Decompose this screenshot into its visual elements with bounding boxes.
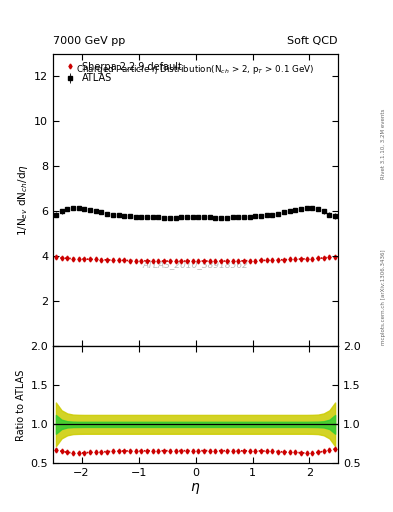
Sherpa 2.2.9 default (151, 258, 155, 264)
Sherpa 2.2.9 default (139, 258, 144, 264)
Sherpa 2.2.9 default (321, 255, 326, 261)
Sherpa 2.2.9 default (293, 256, 298, 262)
Sherpa 2.2.9 default (264, 258, 269, 264)
Y-axis label: Ratio to ATLAS: Ratio to ATLAS (16, 369, 26, 440)
Sherpa 2.2.9 default (94, 257, 98, 263)
Sherpa 2.2.9 default (310, 255, 315, 262)
Sherpa 2.2.9 default (122, 258, 127, 264)
Sherpa 2.2.9 default (59, 255, 64, 261)
Sherpa 2.2.9 default (167, 258, 172, 264)
Sherpa 2.2.9 default (281, 257, 286, 263)
Sherpa 2.2.9 default (276, 257, 281, 263)
Sherpa 2.2.9 default (133, 258, 138, 264)
Sherpa 2.2.9 default (173, 258, 178, 264)
Legend: Sherpa 2.2.9 default, ATLAS: Sherpa 2.2.9 default, ATLAS (58, 58, 185, 87)
Sherpa 2.2.9 default (162, 258, 167, 264)
Sherpa 2.2.9 default (202, 258, 206, 264)
Sherpa 2.2.9 default (110, 257, 115, 263)
Sherpa 2.2.9 default (327, 254, 332, 261)
Text: ATLAS_2010_S8918562: ATLAS_2010_S8918562 (143, 260, 248, 269)
Sherpa 2.2.9 default (304, 255, 309, 262)
Sherpa 2.2.9 default (179, 258, 184, 264)
Sherpa 2.2.9 default (230, 258, 235, 264)
Y-axis label: 1/N$_{ev}$ dN$_{ch}$/d$\eta$: 1/N$_{ev}$ dN$_{ch}$/d$\eta$ (16, 164, 30, 236)
Sherpa 2.2.9 default (196, 258, 201, 264)
Sherpa 2.2.9 default (76, 255, 81, 262)
Sherpa 2.2.9 default (287, 257, 292, 263)
Sherpa 2.2.9 default (190, 258, 195, 264)
Sherpa 2.2.9 default (316, 255, 320, 262)
Sherpa 2.2.9 default (185, 258, 189, 264)
Sherpa 2.2.9 default (65, 255, 70, 262)
X-axis label: $\eta$: $\eta$ (190, 481, 201, 496)
Text: Rivet 3.1.10, 3.2M events: Rivet 3.1.10, 3.2M events (381, 108, 386, 179)
Sherpa 2.2.9 default (105, 257, 110, 263)
Sherpa 2.2.9 default (116, 258, 121, 264)
Text: Charged Particle $\eta$ Distribution(N$_{ch}$ > 2, p$_{T}$ > 0.1 GeV): Charged Particle $\eta$ Distribution(N$_… (76, 62, 315, 76)
Sherpa 2.2.9 default (213, 258, 218, 264)
Sherpa 2.2.9 default (219, 258, 224, 264)
Sherpa 2.2.9 default (247, 258, 252, 264)
Sherpa 2.2.9 default (224, 258, 229, 264)
Sherpa 2.2.9 default (71, 255, 75, 262)
Sherpa 2.2.9 default (253, 258, 258, 264)
Sherpa 2.2.9 default (333, 254, 338, 260)
Text: 7000 GeV pp: 7000 GeV pp (53, 36, 125, 46)
Text: mcplots.cern.ch [arXiv:1306.3436]: mcplots.cern.ch [arXiv:1306.3436] (381, 249, 386, 345)
Sherpa 2.2.9 default (145, 258, 149, 264)
Sherpa 2.2.9 default (242, 258, 246, 264)
Sherpa 2.2.9 default (53, 254, 58, 261)
Sherpa 2.2.9 default (99, 257, 104, 263)
Sherpa 2.2.9 default (299, 256, 303, 262)
Sherpa 2.2.9 default (236, 258, 241, 264)
Sherpa 2.2.9 default (270, 257, 275, 263)
Sherpa 2.2.9 default (88, 256, 92, 262)
Sherpa 2.2.9 default (156, 258, 161, 264)
Sherpa 2.2.9 default (82, 256, 87, 262)
Sherpa 2.2.9 default (128, 258, 132, 264)
Sherpa 2.2.9 default (208, 258, 212, 264)
Text: Soft QCD: Soft QCD (288, 36, 338, 46)
Line: Sherpa 2.2.9 default: Sherpa 2.2.9 default (54, 255, 337, 263)
Sherpa 2.2.9 default (259, 258, 263, 264)
